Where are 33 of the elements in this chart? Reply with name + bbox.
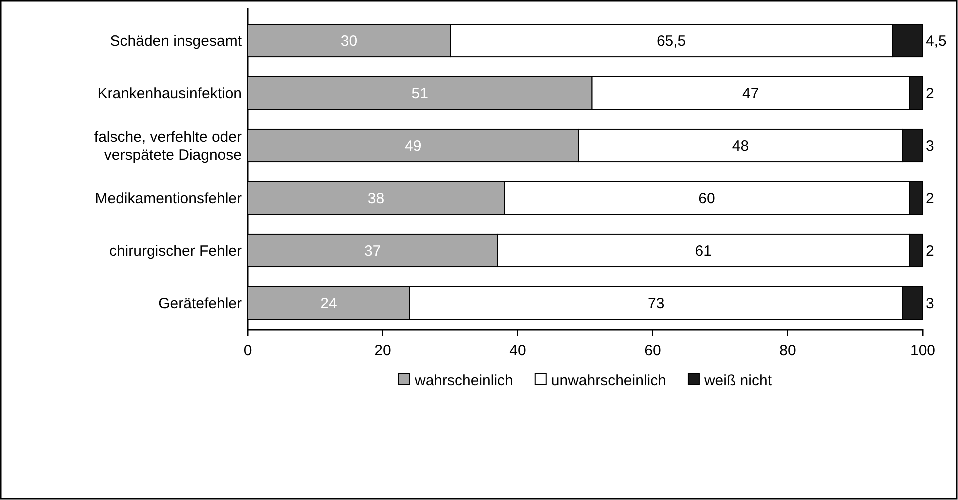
legend-label: weiß nicht <box>703 372 773 390</box>
x-tick-label: 40 <box>510 342 526 360</box>
data-label: 48 <box>732 138 750 156</box>
x-tick-label: 0 <box>244 342 252 360</box>
data-label: 51 <box>412 86 428 103</box>
legend-label: wahrscheinlich <box>414 372 514 390</box>
data-label: 4,5 <box>926 33 947 50</box>
data-label: 37 <box>364 242 382 260</box>
x-tick-label: 100 <box>910 342 936 360</box>
data-label: 24 <box>320 295 338 312</box>
data-label: 2 <box>926 86 934 103</box>
legend-label: unwahrscheinlich <box>551 372 666 390</box>
y-tick-label: Krankenhausinfektion <box>98 86 242 103</box>
data-label: 47 <box>742 86 760 103</box>
y-tick-label: Schäden insgesamt <box>110 33 243 50</box>
data-label: 2 <box>926 190 934 208</box>
data-label: 60 <box>698 190 716 208</box>
x-tick-label: 20 <box>374 342 392 360</box>
data-label: 49 <box>405 138 422 156</box>
data-label: 73 <box>648 295 665 312</box>
data-label: 3 <box>926 295 934 312</box>
x-tick-label: 80 <box>780 342 796 360</box>
x-tick-label: 60 <box>644 342 662 360</box>
data-label: 65,5 <box>656 33 686 50</box>
data-label: 61 <box>695 242 712 260</box>
y-tick-label: falsche, verfehlte oder verspätete Diagnose <box>94 129 242 164</box>
data-label: 38 <box>368 190 385 208</box>
data-label: 2 <box>926 242 934 260</box>
y-tick-label: Gerätefehler <box>158 295 242 312</box>
y-tick-label: chirurgischer Fehler <box>109 242 242 260</box>
data-label: 3 <box>926 138 934 156</box>
y-tick-label: Medikamentionsfehler <box>95 190 242 208</box>
data-label: 30 <box>340 33 358 50</box>
